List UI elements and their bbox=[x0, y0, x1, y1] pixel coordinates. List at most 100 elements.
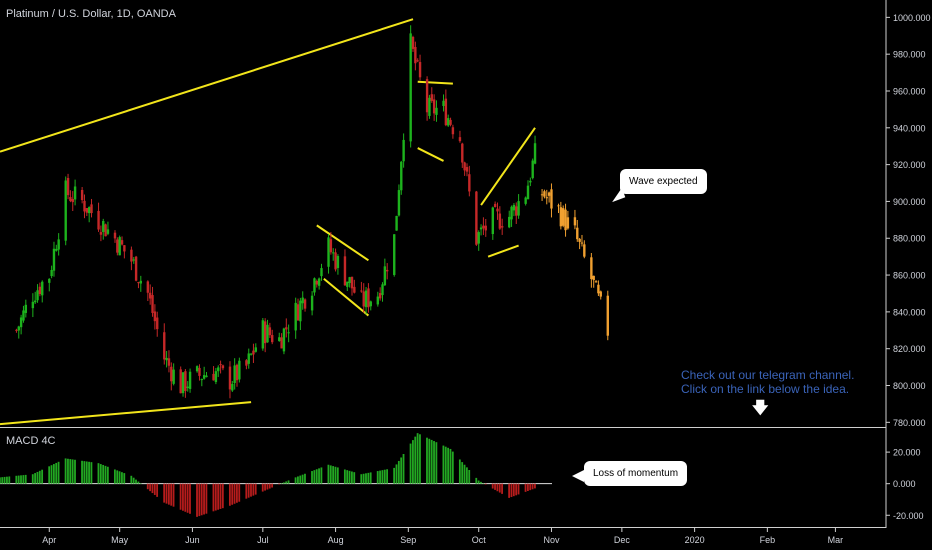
macd-bar bbox=[245, 483, 248, 499]
candle bbox=[346, 281, 349, 287]
candle bbox=[167, 358, 171, 366]
candle bbox=[57, 239, 60, 250]
macd-bar bbox=[271, 483, 274, 488]
macd-bar bbox=[329, 465, 332, 484]
macd-bar bbox=[38, 470, 41, 484]
macd-bar bbox=[299, 475, 302, 484]
price-tick-label: 960.000 bbox=[893, 86, 926, 96]
candle bbox=[52, 248, 56, 271]
candle bbox=[461, 143, 464, 163]
macd-bar bbox=[116, 470, 119, 484]
macd-bar bbox=[36, 471, 39, 484]
macd-bar bbox=[266, 483, 269, 490]
macd-bar bbox=[189, 483, 191, 514]
candle bbox=[529, 180, 532, 183]
macd-bar bbox=[301, 474, 304, 484]
macd-bar bbox=[186, 483, 189, 513]
price-tick-label: 860.000 bbox=[893, 271, 926, 281]
candle bbox=[475, 191, 478, 245]
candle bbox=[329, 239, 333, 253]
candle bbox=[55, 248, 58, 251]
macd-bar bbox=[447, 447, 450, 484]
telegram-promo[interactable]: Check out our telegram channel. Click on… bbox=[681, 368, 854, 396]
macd-bar bbox=[477, 480, 480, 484]
promo-line-2[interactable]: Click on the link below the idea. bbox=[681, 382, 850, 396]
macd-bar bbox=[146, 483, 149, 490]
candle bbox=[468, 174, 471, 192]
candle bbox=[280, 337, 283, 349]
candle bbox=[395, 215, 398, 231]
macd-bar bbox=[496, 483, 499, 492]
macd-bar bbox=[231, 483, 234, 505]
candle bbox=[508, 216, 511, 228]
price-tick-label: 980.000 bbox=[893, 50, 926, 60]
time-tick-label: Dec bbox=[614, 535, 631, 545]
candle bbox=[217, 367, 220, 372]
macd-bar bbox=[170, 483, 173, 506]
macd-bar bbox=[426, 437, 428, 484]
macd-title: MACD 4C bbox=[6, 435, 56, 447]
candle bbox=[360, 290, 363, 292]
candle bbox=[249, 353, 253, 355]
promo-line-1[interactable]: Check out our telegram channel. bbox=[681, 368, 855, 382]
candle bbox=[64, 180, 67, 241]
candle bbox=[296, 304, 300, 321]
candle bbox=[402, 139, 405, 162]
candle bbox=[510, 206, 513, 220]
candle bbox=[238, 360, 241, 380]
macd-bar bbox=[465, 467, 468, 484]
candle bbox=[252, 350, 255, 355]
candle bbox=[282, 328, 286, 352]
macd-bar bbox=[31, 474, 34, 484]
candle bbox=[411, 36, 415, 49]
candle bbox=[202, 375, 206, 379]
projection-candle bbox=[597, 284, 600, 294]
macd-bar bbox=[294, 477, 297, 484]
projection-candle bbox=[543, 191, 546, 197]
macd-bar bbox=[512, 483, 515, 497]
macd-bar bbox=[200, 483, 203, 516]
macd-bar bbox=[484, 483, 487, 485]
candle bbox=[301, 297, 304, 304]
projection-candle bbox=[550, 189, 553, 209]
trendline bbox=[417, 147, 444, 162]
candle bbox=[186, 386, 189, 389]
macd-bar bbox=[81, 460, 83, 484]
candle bbox=[498, 213, 502, 229]
candle bbox=[278, 337, 281, 341]
loss-of-momentum-callout: Loss of momentum bbox=[571, 461, 688, 486]
price-tick-label: 800.000 bbox=[893, 381, 926, 391]
macd-bar bbox=[278, 483, 281, 485]
macd-bar bbox=[428, 438, 431, 484]
candle bbox=[195, 366, 199, 372]
macd-bar bbox=[52, 464, 55, 484]
candle bbox=[343, 256, 347, 286]
macd-bar bbox=[527, 483, 529, 492]
candle bbox=[261, 320, 265, 349]
candle bbox=[294, 302, 297, 331]
price-tick-label: 880.000 bbox=[893, 234, 926, 244]
candle bbox=[83, 200, 86, 212]
trendline bbox=[323, 277, 370, 317]
macd-bar bbox=[153, 483, 156, 495]
macd-bar bbox=[451, 451, 454, 484]
time-tick-label: Oct bbox=[472, 535, 487, 545]
macd-bar bbox=[534, 483, 536, 489]
candle bbox=[163, 332, 166, 360]
candle bbox=[66, 178, 70, 196]
macd-bar bbox=[412, 440, 414, 484]
candle bbox=[151, 295, 154, 313]
price-tick-label: 780.000 bbox=[893, 418, 926, 428]
macd-bar bbox=[139, 483, 142, 484]
projection-candle bbox=[578, 238, 581, 242]
projection-candle bbox=[557, 205, 560, 207]
projection-candle bbox=[566, 217, 570, 229]
candle bbox=[447, 118, 450, 126]
macd-bar bbox=[132, 477, 135, 484]
candle bbox=[512, 204, 516, 211]
candle bbox=[245, 360, 248, 366]
candle bbox=[36, 290, 39, 301]
macd-tick-label: 20.000 bbox=[893, 448, 921, 458]
macd-bar bbox=[15, 475, 18, 484]
